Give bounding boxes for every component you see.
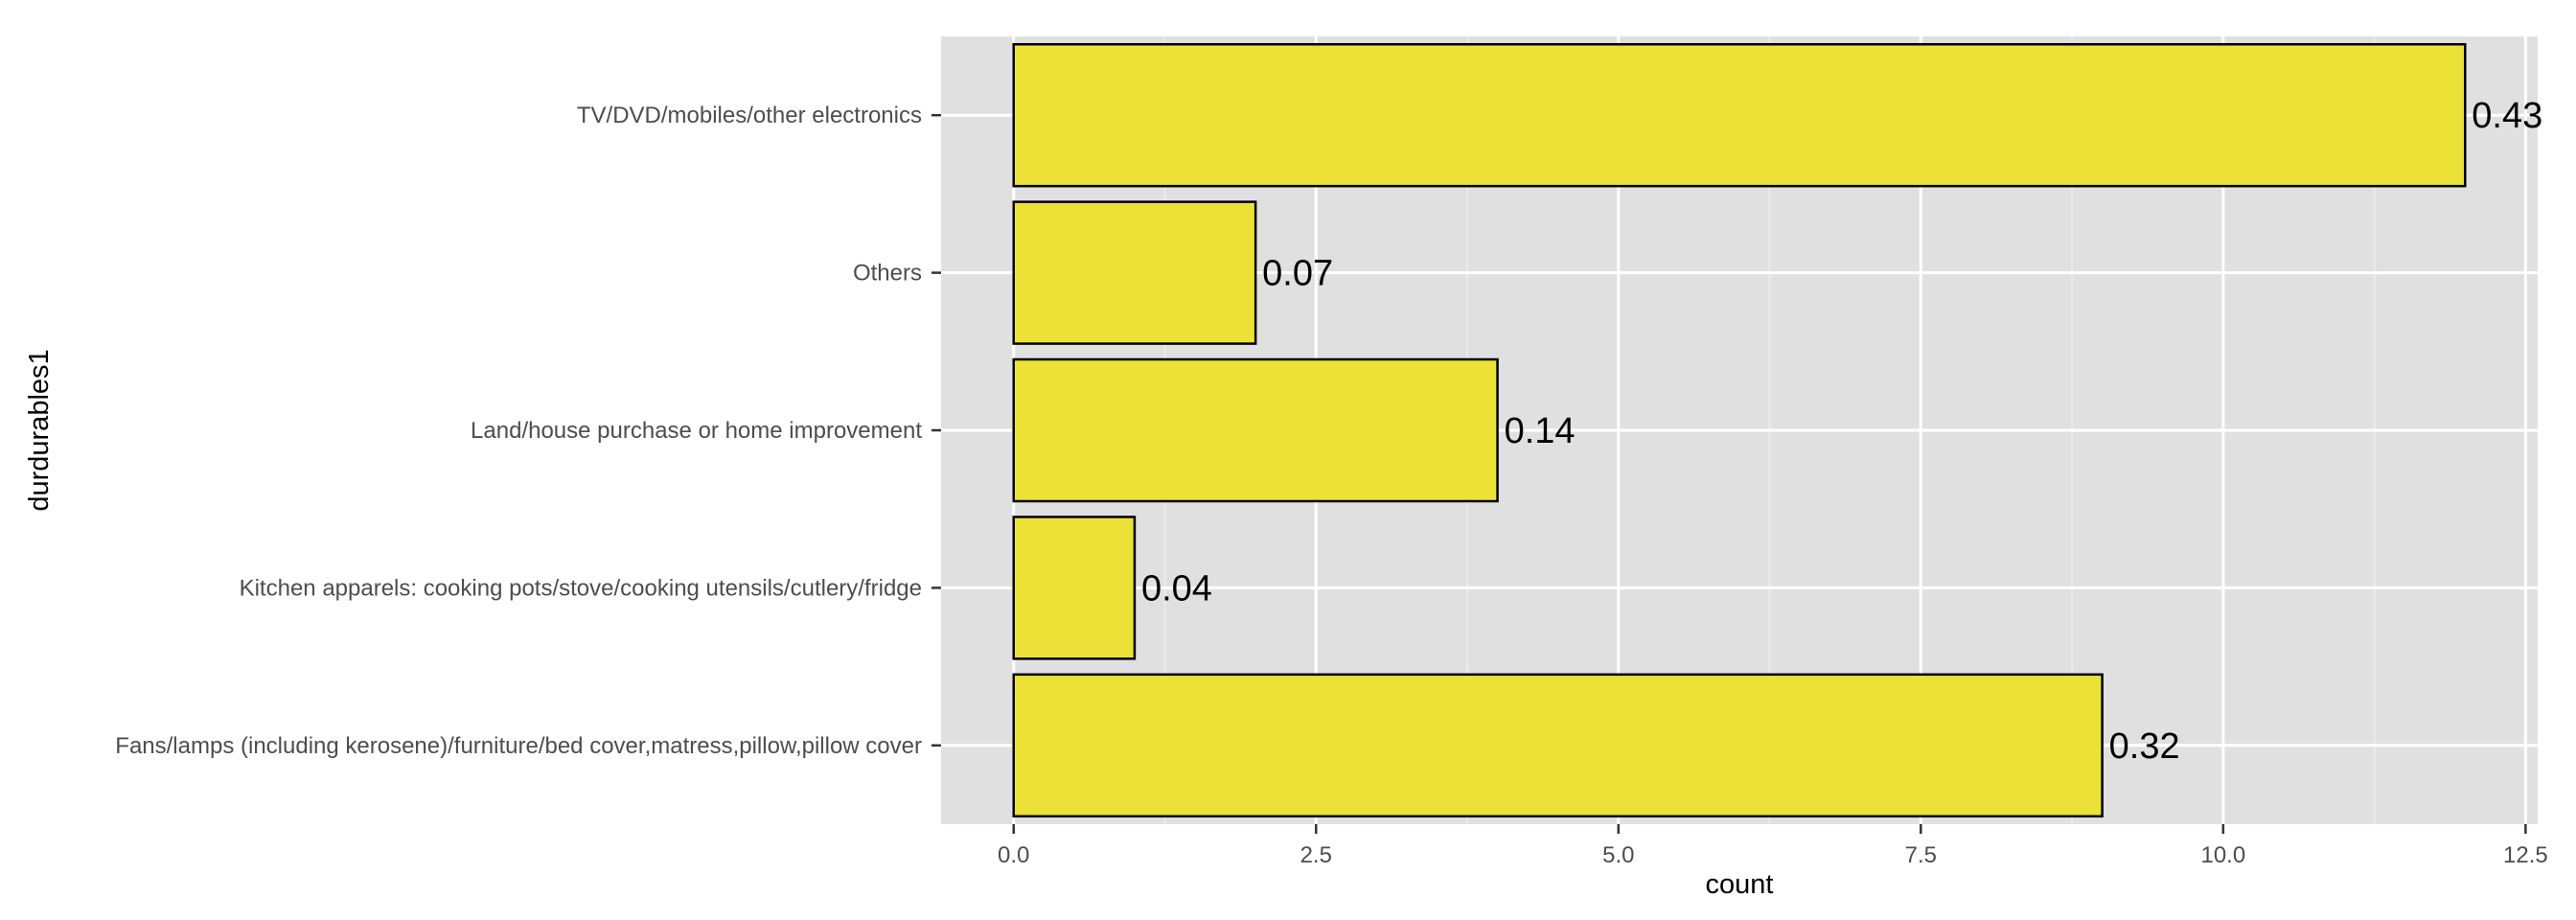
bar bbox=[1012, 42, 2467, 188]
x-tick-label: 10.0 bbox=[2200, 842, 2245, 868]
y-axis-title: durdurables1 bbox=[24, 349, 55, 511]
bar bbox=[1012, 200, 1257, 345]
bar-data-label: 0.04 bbox=[1141, 568, 1212, 609]
bar-data-label: 0.32 bbox=[2109, 726, 2180, 767]
x-tick-label: 12.5 bbox=[2503, 842, 2548, 868]
bar bbox=[1012, 357, 1499, 503]
x-axis: 0.0 2.5 5.0 7.5 10.0 12.5 bbox=[998, 824, 2548, 868]
bar bbox=[1012, 673, 2104, 818]
x-tick-label: 7.5 bbox=[1905, 842, 1937, 868]
x-axis-title: count bbox=[1706, 869, 1774, 900]
y-tick-label: Land/house purchase or home improvement bbox=[471, 418, 922, 444]
bars bbox=[1012, 42, 2467, 818]
y-tick-label: Others bbox=[853, 261, 922, 287]
x-tick-label: 5.0 bbox=[1602, 842, 1634, 868]
x-tick-label: 0.0 bbox=[998, 842, 1029, 868]
y-tick-label: Fans/lamps (including kerosene)/furnitur… bbox=[115, 733, 922, 759]
x-tick-label: 2.5 bbox=[1300, 842, 1332, 868]
bar-data-label: 0.14 bbox=[1505, 411, 1576, 451]
y-tick-label: TV/DVD/mobiles/other electronics bbox=[577, 103, 922, 128]
bar-data-label: 0.07 bbox=[1262, 254, 1333, 294]
y-axis: Fans/lamps (including kerosene)/furnitur… bbox=[115, 103, 941, 759]
bar-data-label: 0.43 bbox=[2472, 96, 2542, 136]
data-labels: 0.32 0.04 0.14 0.07 0.43 bbox=[1141, 96, 2542, 767]
bar bbox=[1012, 516, 1137, 660]
y-tick-label: Kitchen apparels: cooking pots/stove/coo… bbox=[240, 575, 922, 601]
